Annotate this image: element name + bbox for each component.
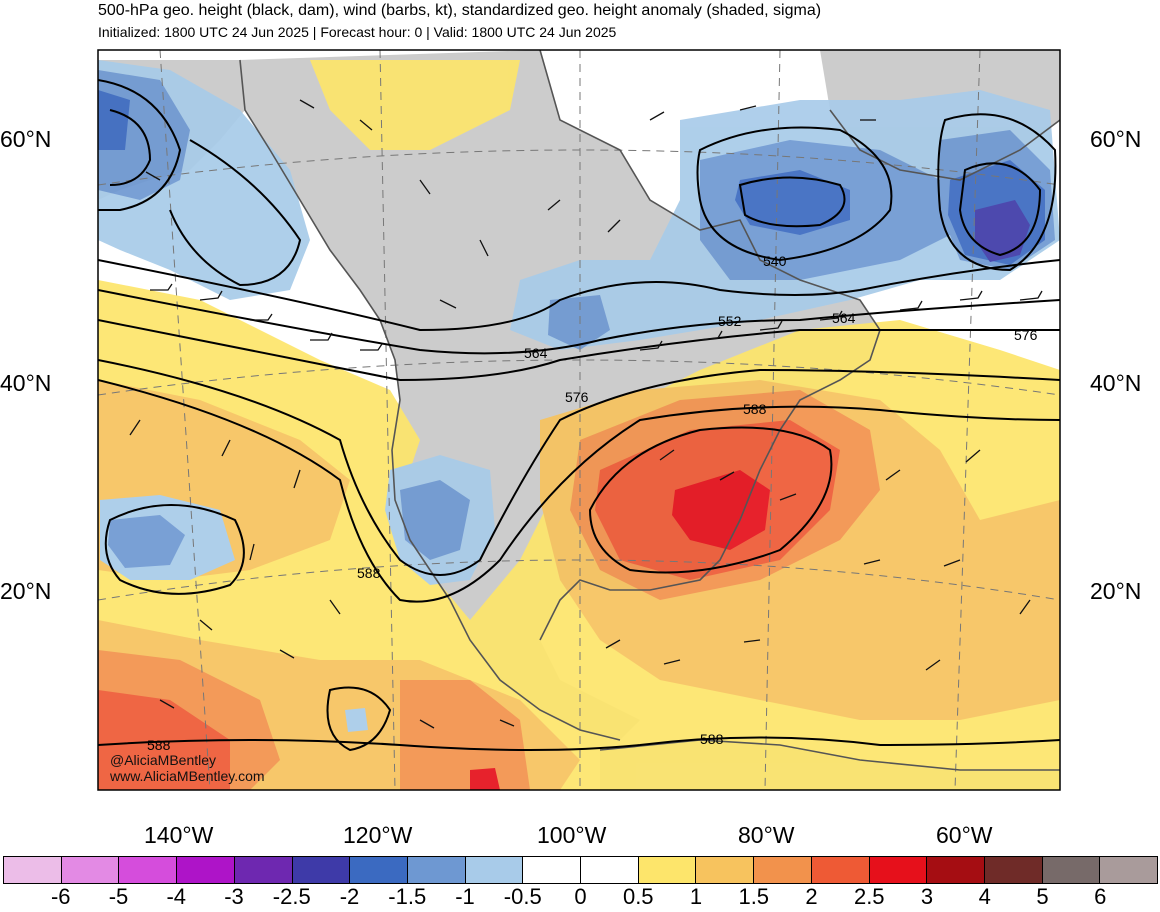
contour-label: 588 <box>147 737 171 753</box>
colorbar-swatch <box>581 857 639 883</box>
colorbar-swatch <box>1100 857 1158 883</box>
colorbar-tick-label: 2.5 <box>853 884 885 909</box>
colorbar-swatch <box>4 857 62 883</box>
colorbar-swatch <box>234 857 293 883</box>
colorbar-tick-label: -2 <box>339 884 360 909</box>
colorbar-swatch <box>869 857 928 883</box>
contour-label: 564 <box>832 310 856 326</box>
colorbar-tick-label: -5 <box>108 884 129 909</box>
contour-label: 552 <box>718 313 742 329</box>
colorbar-swatch <box>984 857 1043 883</box>
lat-label-left-20: 20°N <box>0 578 52 604</box>
colorbar <box>3 856 1158 884</box>
colorbar-swatch <box>1042 857 1101 883</box>
colorbar-swatch <box>350 857 408 883</box>
colorbar-swatch <box>292 857 351 883</box>
colorbar-swatch <box>407 857 466 883</box>
colorbar-tick-label: 1 <box>689 884 703 909</box>
colorbar-tick-label: -1.5 <box>388 884 427 909</box>
colorbar-swatch <box>61 857 120 883</box>
map-subtitle: Initialized: 1800 UTC 24 Jun 2025 | Fore… <box>98 24 617 40</box>
colorbar-swatch <box>696 857 755 883</box>
lat-label-right-20: 20°N <box>1090 578 1142 604</box>
coastlines <box>239 50 1060 771</box>
lat-label-left-40: 40°N <box>0 370 52 396</box>
colorbar-swatch <box>811 857 870 883</box>
contour-labels: 540 552 564 564 576 576 588 588 588 588 <box>147 253 1038 753</box>
lat-label-left-60: 60°N <box>0 126 52 152</box>
lon-label-120w: 120°W <box>343 822 413 848</box>
colorbar-tick-label: 0.5 <box>622 884 654 909</box>
colorbar-ticks: -6 -5 -4 -3 -2.5 -2 -1.5 -1 -0.5 0 0.5 1 1.5 2 2.5 3 4 5 6 <box>0 884 1160 910</box>
lat-label-right-60: 60°N <box>1090 126 1142 152</box>
colorbar-swatch <box>465 857 524 883</box>
contour-label: 588 <box>357 565 381 581</box>
land-north-america <box>240 50 880 740</box>
wind-barbs <box>129 99 1043 729</box>
anomaly-shading <box>98 60 1060 790</box>
colorbar-swatch <box>523 857 582 883</box>
contour-label: 588 <box>700 731 724 747</box>
lat-label-right-40: 40°N <box>1090 370 1142 396</box>
contour-label: 588 <box>743 401 767 417</box>
colorbar-tick-label: 2 <box>805 884 818 909</box>
colorbar-tick-label: 1.5 <box>738 884 770 909</box>
colorbar-tick-label: 0 <box>574 884 587 909</box>
colorbar-tick-label: -6 <box>50 884 71 909</box>
lon-label-80w: 80°W <box>738 822 795 848</box>
colorbar-swatch <box>638 857 697 883</box>
colorbar-tick-label: 4 <box>978 884 991 909</box>
colorbar-tick-label: -3 <box>224 884 244 909</box>
colorbar-swatch <box>754 857 812 883</box>
graticule <box>98 50 1060 790</box>
credit-handle: @AliciaMBentley <box>110 752 217 768</box>
credit-site: www.AliciaMBentley.com <box>110 768 265 784</box>
colorbar-tick-label: -1 <box>455 884 475 909</box>
lon-label-60w: 60°W <box>936 822 993 848</box>
colorbar-tick-label: 6 <box>1094 884 1107 909</box>
contour-label: 576 <box>1014 327 1038 343</box>
height-contours <box>98 79 1060 752</box>
contour-label: 564 <box>524 345 548 361</box>
colorbar-swatch <box>927 857 985 883</box>
lon-label-140w: 140°W <box>144 822 214 848</box>
contour-label: 540 <box>763 253 787 269</box>
map-title: 500-hPa geo. height (black, dam), wind (… <box>98 2 822 19</box>
colorbar-tick-label: 5 <box>1036 884 1049 909</box>
colorbar-tick-label: -4 <box>166 884 187 909</box>
colorbar-tick-label: -0.5 <box>503 884 542 909</box>
colorbar-tick-label: -2.5 <box>272 884 311 909</box>
contour-label: 576 <box>565 389 589 405</box>
lon-label-100w: 100°W <box>537 822 607 848</box>
map-frame <box>97 49 1061 791</box>
colorbar-tick-label: 3 <box>920 884 934 909</box>
colorbar-swatch <box>177 857 235 883</box>
colorbar-swatch <box>119 857 178 883</box>
